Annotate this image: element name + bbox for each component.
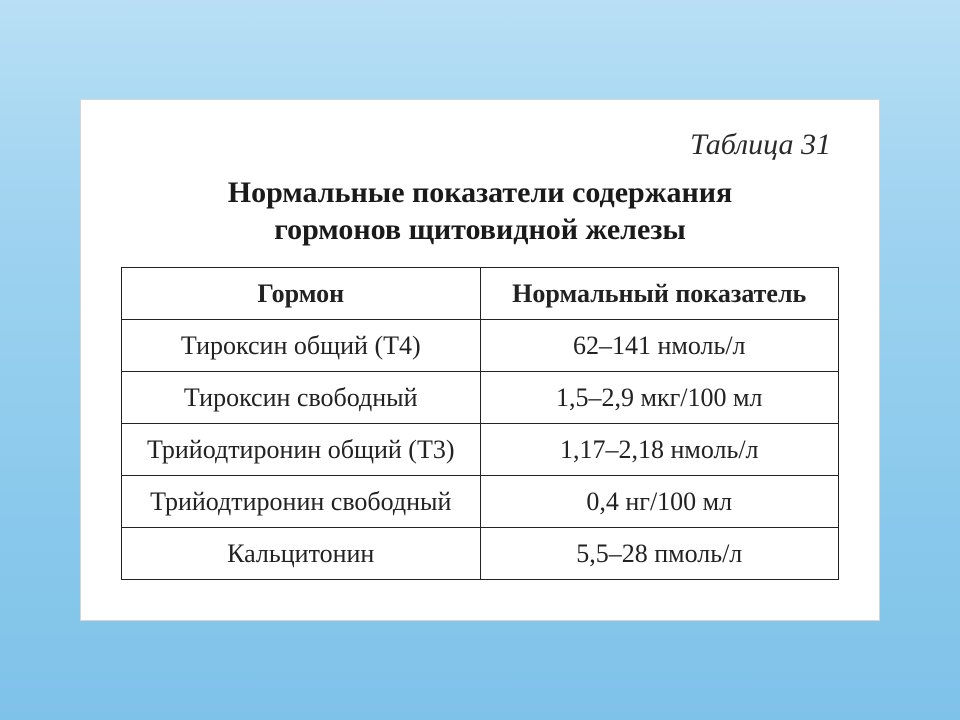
hormone-table: Гормон Нормальный показатель Тироксин об…	[121, 267, 839, 581]
hormone-value: 62–141 нмоль/л	[480, 319, 839, 371]
hormone-name: Трийодтиронин общий (Т3)	[122, 424, 481, 476]
col-header-hormone: Гормон	[122, 267, 481, 319]
hormone-name: Кальцитонин	[122, 528, 481, 580]
hormone-value: 1,5–2,9 мкг/100 мл	[480, 371, 839, 423]
document-sheet: Таблица 31 Нормальные показатели содержа…	[80, 99, 880, 622]
table-row: Тироксин общий (Т4) 62–141 нмоль/л	[122, 319, 839, 371]
title-line-1: Нормальные показатели содержания	[228, 176, 733, 209]
table-title: Нормальные показатели содержания гормоно…	[121, 174, 839, 249]
hormone-value: 5,5–28 пмоль/л	[480, 528, 839, 580]
col-header-value: Нормальный показатель	[480, 267, 839, 319]
hormone-value: 1,17–2,18 нмоль/л	[480, 424, 839, 476]
table-row: Тироксин свободный 1,5–2,9 мкг/100 мл	[122, 371, 839, 423]
table-row: Трийодтиронин свобод­ный 0,4 нг/100 мл	[122, 476, 839, 528]
hormone-value: 0,4 нг/100 мл	[480, 476, 839, 528]
table-header-row: Гормон Нормальный показатель	[122, 267, 839, 319]
hormone-name: Трийодтиронин свобод­ный	[122, 476, 481, 528]
hormone-name: Тироксин свободный	[122, 371, 481, 423]
table-row: Трийодтиронин общий (Т3) 1,17–2,18 нмоль…	[122, 424, 839, 476]
table-row: Кальцитонин 5,5–28 пмоль/л	[122, 528, 839, 580]
hormone-name: Тироксин общий (Т4)	[122, 319, 481, 371]
title-line-2: гормонов щитовидной железы	[274, 213, 686, 246]
table-caption: Таблица 31	[121, 128, 831, 162]
